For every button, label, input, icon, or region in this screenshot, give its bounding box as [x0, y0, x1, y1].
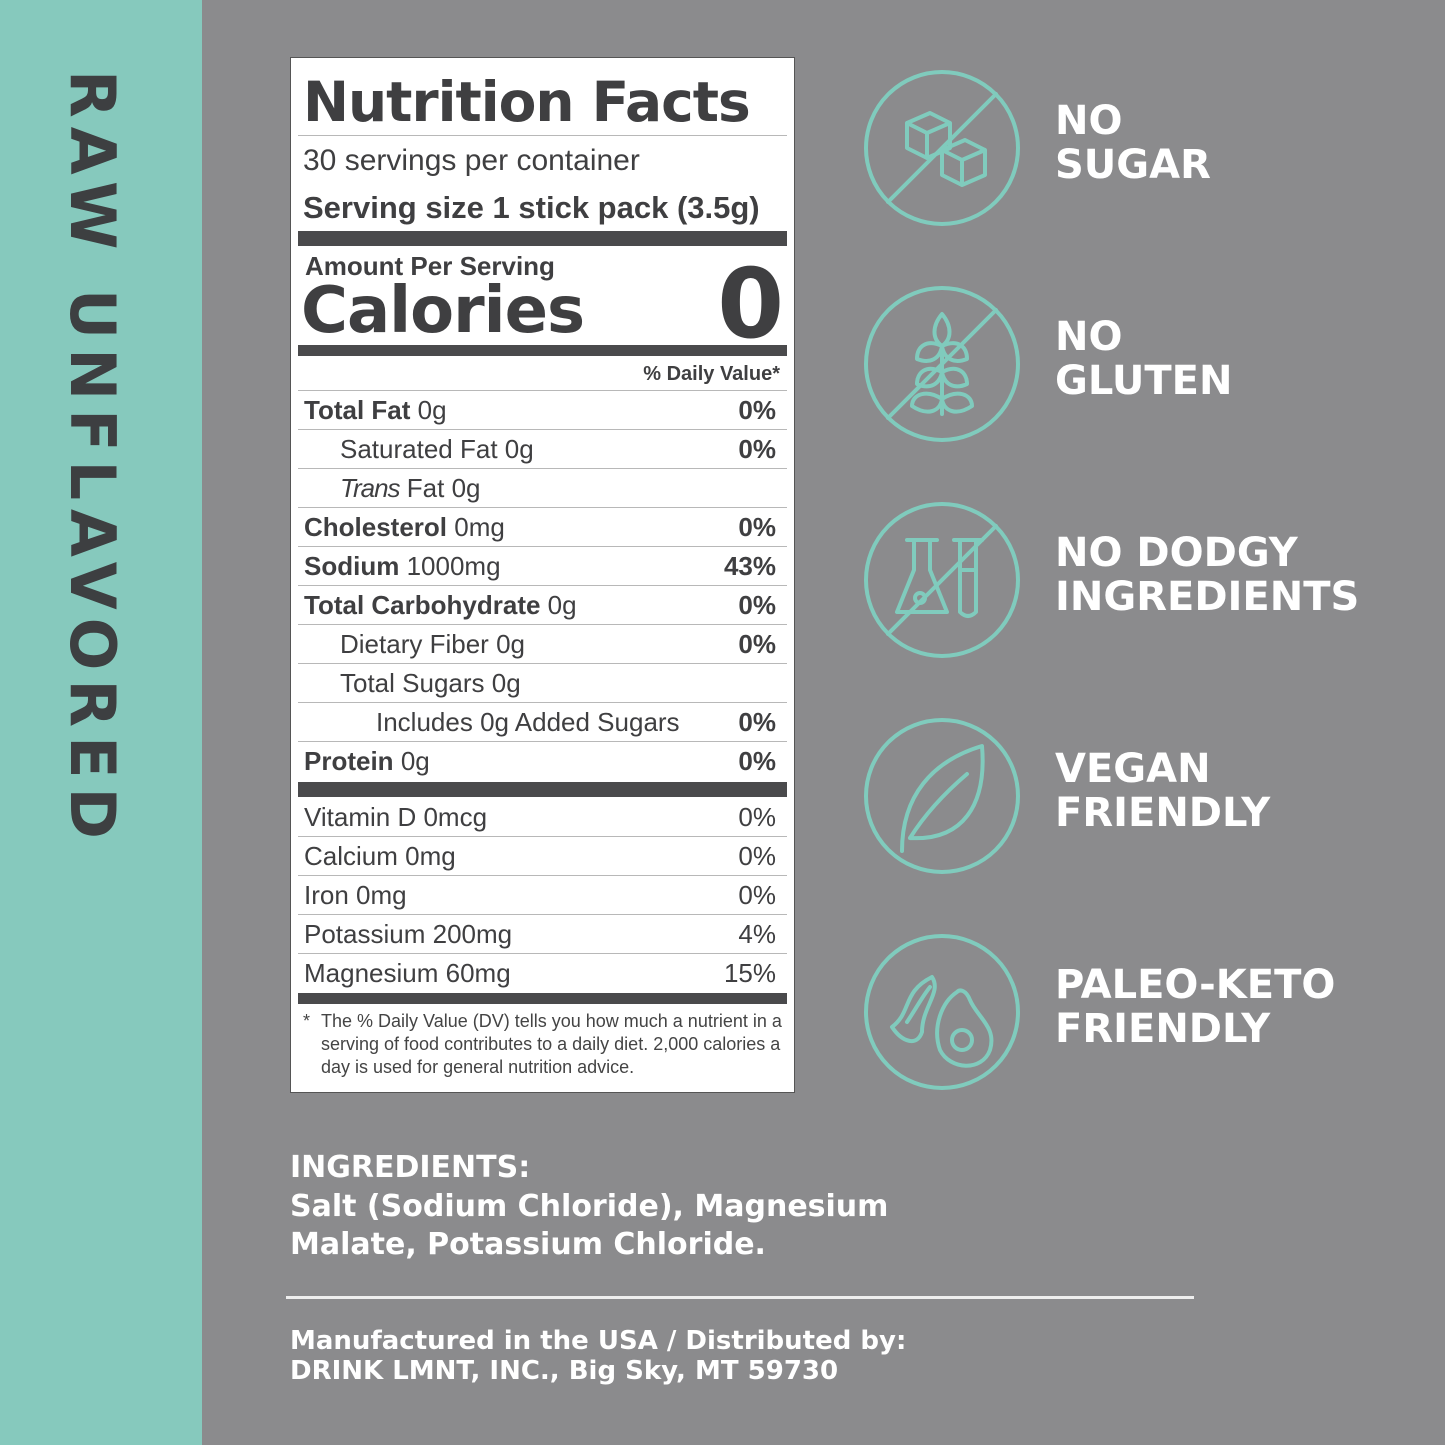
nutrient-name: Protein	[304, 746, 394, 776]
nutrient-dv: 0%	[738, 707, 776, 737]
nutrient-row: Dietary Fiber 0g 0%	[304, 625, 776, 663]
nutrient-name: Dietary Fiber	[340, 629, 489, 659]
nutrient-amount: 0g	[504, 434, 534, 464]
footnote: * The % Daily Value (DV) tells you how mu…	[303, 1010, 783, 1079]
nutrient-amount: 1000mg	[406, 551, 501, 581]
nutrient-name-suffix: Fat	[406, 473, 445, 503]
sugar-cubes-icon	[862, 68, 1022, 228]
nutrition-facts-label: Nutrition Facts 30 servings per containe…	[290, 57, 795, 1093]
vitamin-dv: 0%	[738, 841, 776, 871]
vitamin-name: Magnesium 60mg	[304, 958, 511, 988]
vitamin-dv: 0%	[738, 802, 776, 832]
nutrient-dv: 43%	[723, 551, 776, 581]
nutrient-row: Total Sugars 0g	[304, 664, 776, 702]
vitamin-dv: 15%	[723, 958, 776, 988]
nutrient-amount: 0g	[400, 746, 430, 776]
serving-size: Serving size 1 stick pack (3.5g)	[303, 190, 760, 226]
nutrient-name: Includes 0g Added Sugars	[376, 707, 680, 737]
footnote-text: The % Daily Value (DV) tells you how muc…	[321, 1011, 782, 1077]
nutrient-name: Sodium	[304, 551, 400, 581]
feature-label: NO DODGY INGREDIENTS	[1055, 530, 1360, 620]
flavor-label: RAW UNFLAVORED	[56, 70, 129, 848]
nutrient-row: Trans Fat 0g	[304, 469, 776, 507]
nutrient-row: Total Carbohydrate 0g 0%	[304, 586, 776, 624]
vitamin-row: Calcium 0mg 0%	[304, 837, 776, 875]
nutrient-amount: 0g	[417, 395, 447, 425]
nutrient-row: Protein 0g 0%	[304, 742, 776, 780]
feature-label: NO GLUTEN	[1055, 314, 1233, 404]
feature-label: VEGAN FRIENDLY	[1055, 746, 1271, 836]
nutrient-amount: 0g	[451, 473, 481, 503]
feature-label: NO SUGAR	[1055, 98, 1211, 188]
lab-flask-icon	[862, 500, 1022, 660]
vitamin-dv: 4%	[738, 919, 776, 949]
nutrient-dv: 0%	[738, 629, 776, 659]
vitamin-name: Iron 0mg	[304, 880, 407, 910]
nutrient-dv: 0%	[738, 395, 776, 425]
nutrient-name: Total Carbohydrate	[304, 590, 541, 620]
nutrient-dv: 0%	[738, 746, 776, 776]
servings-per-container: 30 servings per container	[303, 144, 640, 177]
footnote-star: *	[303, 1011, 311, 1031]
nutrient-dv: 0%	[738, 434, 776, 464]
ingredients-heading: INGREDIENTS:	[290, 1150, 531, 1185]
nutrient-dv: 0%	[738, 512, 776, 542]
nutrient-dv: 0%	[738, 590, 776, 620]
nutrient-row: Total Fat 0g 0%	[304, 391, 776, 429]
calories-label: Calories	[301, 274, 585, 348]
leaf-icon	[862, 716, 1022, 876]
nutrient-name: Cholesterol	[304, 512, 448, 542]
nutrient-row: Saturated Fat 0g 0%	[304, 430, 776, 468]
bacon-avocado-icon	[862, 932, 1022, 1092]
feature-label: PALEO-KETO FRIENDLY	[1055, 962, 1336, 1052]
serving-size-value: 1 stick pack (3.5g)	[492, 190, 760, 225]
daily-value-header: % Daily Value*	[643, 363, 780, 385]
calories-value: 0	[717, 248, 784, 360]
nutrient-row: Sodium 1000mg 43%	[304, 547, 776, 585]
nutrient-name: Total Sugars	[340, 668, 485, 698]
nutrient-name: Saturated Fat	[340, 434, 498, 464]
ingredients-text: Salt (Sodium Chloride), Magnesium Malate…	[290, 1189, 889, 1262]
nutrient-row: Cholesterol 0mg 0%	[304, 508, 776, 546]
nutrient-amount: 0g	[547, 590, 577, 620]
manufacturer-line2: DRINK LMNT, INC., Big Sky, MT 59730	[290, 1356, 839, 1386]
nutrient-amount: 0g	[491, 668, 521, 698]
nutrient-amount: 0g	[496, 629, 525, 659]
label-title: Nutrition Facts	[303, 70, 751, 134]
vitamin-row: Magnesium 60mg 15%	[304, 954, 776, 992]
manufacturer-line1: Manufactured in the USA / Distributed by…	[290, 1326, 907, 1356]
vitamin-row: Vitamin D 0mcg 0%	[304, 798, 776, 836]
serving-size-label: Serving size	[303, 190, 484, 225]
side-banner: RAW UNFLAVORED	[0, 0, 202, 1445]
vitamin-row: Iron 0mg 0%	[304, 876, 776, 914]
wheat-icon	[862, 284, 1022, 444]
vitamin-dv: 0%	[738, 880, 776, 910]
divider	[286, 1296, 1194, 1299]
nutrient-row: Includes 0g Added Sugars 0%	[304, 703, 776, 741]
vitamin-name: Vitamin D 0mcg	[304, 802, 488, 832]
nutrient-amount: 0mg	[454, 512, 505, 542]
amount-per-serving: Amount Per Serving	[305, 251, 555, 281]
vitamin-name: Potassium 200mg	[304, 919, 513, 949]
nutrient-name: Total Fat	[304, 395, 411, 425]
vitamin-row: Potassium 200mg 4%	[304, 915, 776, 953]
nutrient-name: Trans	[340, 473, 401, 503]
vitamin-name: Calcium 0mg	[304, 841, 456, 871]
